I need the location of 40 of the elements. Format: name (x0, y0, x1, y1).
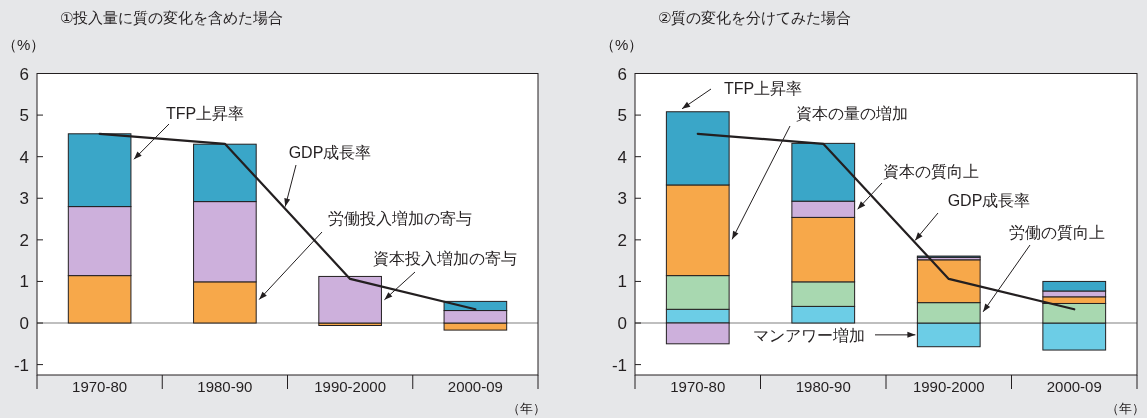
text: 資本の量の増加 (796, 105, 908, 122)
y-tick-label: 6 (617, 64, 627, 84)
x-axis-title: （年） (1106, 401, 1145, 416)
y-tick-label: -1 (13, 355, 29, 375)
x-tick-label: 1970-80 (670, 378, 726, 395)
text: GDP成長率 (947, 192, 1031, 209)
series-label: 資本投入増加の寄与 (373, 250, 517, 267)
y-tick-label: 2 (19, 230, 29, 250)
x-tick-label: 1980-90 (795, 378, 851, 395)
y-tick-label: 0 (617, 314, 627, 334)
y-axis-title: （%） (2, 36, 46, 53)
text: 資本の質向上 (883, 163, 979, 180)
text: 労働投入増加の寄与 (328, 210, 472, 227)
x-tick-label: 2000-09 (447, 378, 503, 395)
legend-label: TFP上昇率 (723, 80, 803, 97)
y-axis-title: （%） (600, 36, 644, 53)
chart-title: ①投入量に質の変化を含めた場合 (60, 9, 284, 26)
chart-title: ②質の変化を分けてみた場合 (658, 9, 852, 26)
x-tick-label: 1990-2000 (314, 378, 386, 395)
y-tick-label: 5 (19, 106, 29, 126)
x-tick-label: 1990-2000 (912, 378, 985, 395)
y-tick-label: 2 (617, 230, 627, 250)
x-axis-title: （年） (507, 401, 546, 416)
y-tick-label: 4 (19, 147, 29, 167)
text: GDP成長率 (288, 144, 372, 161)
series-label: TFP上昇率 (165, 105, 245, 122)
y-tick-label: 1 (617, 272, 627, 292)
y-tick-label: 3 (617, 189, 627, 209)
text: 労働の質向上 (1009, 224, 1105, 241)
y-tick-label: 1 (19, 272, 29, 292)
y-tick-label: 0 (19, 314, 29, 334)
y-tick-label: 5 (617, 106, 627, 126)
y-tick-label: 4 (617, 147, 627, 167)
y-tick-label: 3 (19, 189, 29, 209)
x-tick-label: 2000-09 (1046, 378, 1102, 395)
y-tick-label: -1 (611, 355, 627, 375)
x-tick-label: 1970-80 (72, 378, 128, 395)
y-tick-label: 6 (19, 64, 29, 84)
series-label: マンアワー増加 (753, 326, 865, 344)
x-tick-label: 1980-90 (197, 378, 253, 395)
